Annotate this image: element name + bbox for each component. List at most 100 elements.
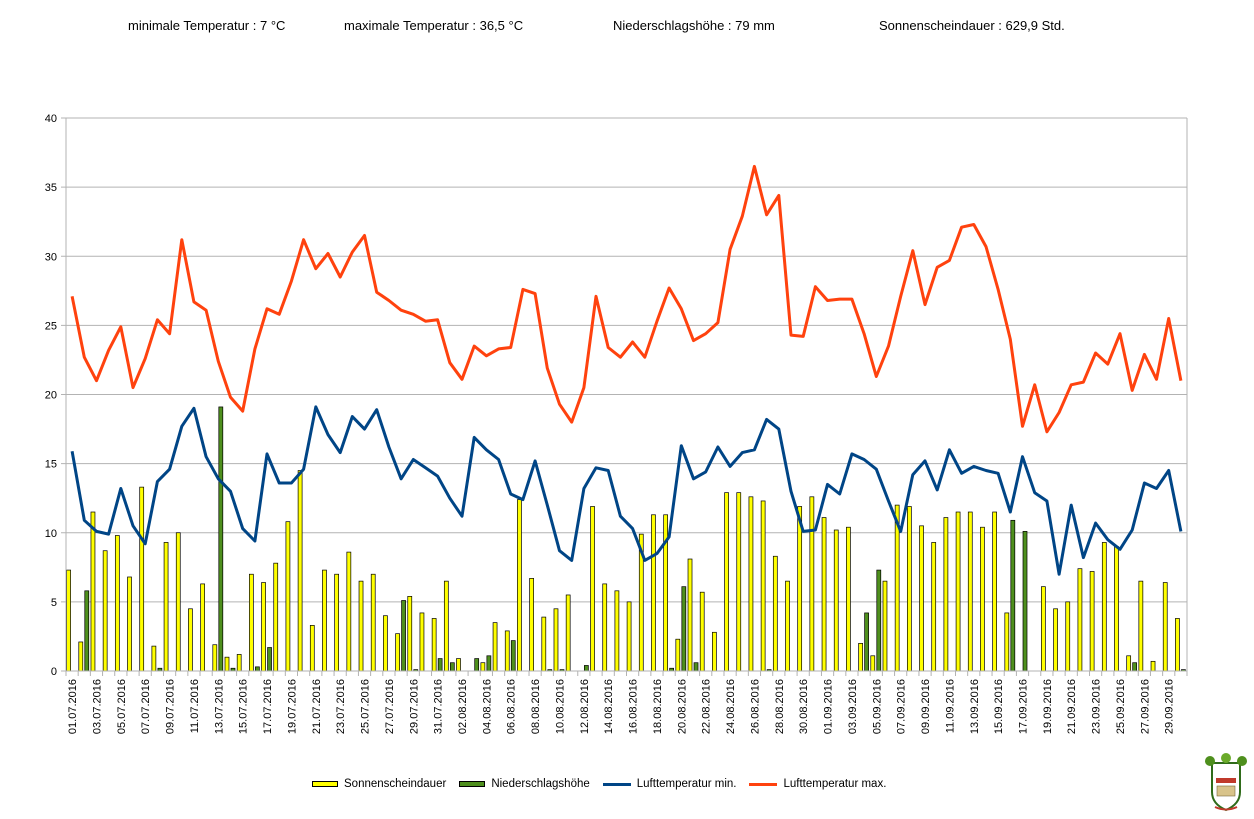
bar-sunshine — [675, 638, 681, 672]
line-temp-max — [70, 164, 1183, 434]
y-tick-label: 40 — [45, 113, 57, 125]
bar-sunshine — [66, 569, 71, 672]
bar-sunshine — [809, 496, 815, 672]
bar-precipitation — [401, 600, 406, 672]
bar-sunshine — [1065, 601, 1071, 672]
bar-sunshine — [322, 569, 327, 672]
bar-sunshine — [846, 526, 851, 672]
x-tick-label: 22.08.2016 — [701, 679, 713, 734]
bar-sunshine — [163, 542, 169, 672]
bar-sunshine — [261, 582, 266, 672]
bar-sunshine — [1041, 586, 1046, 672]
x-tick-label: 05.07.2016 — [116, 679, 128, 734]
legend-label-temp-min: Lufttemperatur min. — [636, 778, 737, 790]
x-tick-label: 27.07.2016 — [384, 679, 396, 734]
bar-sunshine — [200, 583, 205, 672]
bar-sunshine — [626, 601, 632, 672]
bar-precipitation — [681, 586, 687, 672]
bar-sunshine — [553, 608, 559, 672]
bar-sunshine — [529, 578, 534, 672]
bar-sunshine — [492, 622, 498, 672]
x-tick-label: 29.07.2016 — [408, 679, 420, 734]
y-tick-label: 35 — [45, 182, 57, 194]
x-tick-label: 17.09.2016 — [1018, 679, 1030, 734]
bar-sunshine — [480, 662, 486, 672]
x-tick-label: 26.08.2016 — [749, 679, 761, 734]
x-tick-label: 20.08.2016 — [676, 679, 688, 734]
legend-item-sunshine: Sonnenscheindauer — [312, 778, 446, 790]
bar-sunshine — [285, 521, 291, 672]
legend-label-temp-max: Lufttemperatur max. — [783, 778, 887, 790]
x-tick-label: 03.07.2016 — [91, 679, 103, 734]
bar-sunshine — [1175, 618, 1180, 672]
x-tick-label: 11.09.2016 — [944, 679, 956, 733]
bar-sunshine — [760, 500, 766, 672]
bar-sunshine — [431, 618, 437, 672]
bar-sunshine — [151, 645, 157, 672]
bar-sunshine — [236, 654, 242, 672]
bar-sunshine — [651, 514, 656, 672]
bar-sunshine — [273, 562, 279, 672]
y-tick-label: 15 — [45, 459, 57, 471]
bar-sunshine — [797, 506, 803, 672]
bar-sunshine — [967, 511, 973, 672]
bar-precipitation — [1132, 662, 1138, 672]
legend-label-precipitation: Niederschlagshöhe — [491, 778, 590, 790]
x-tick-label: 09.09.2016 — [920, 679, 932, 734]
x-tick-label: 01.09.2016 — [823, 679, 835, 734]
bar-sunshine — [358, 580, 364, 672]
bar-sunshine — [456, 658, 461, 672]
bar-sunshine — [297, 470, 303, 672]
bar-sunshine — [943, 517, 949, 672]
x-tick-label: 12.08.2016 — [579, 679, 591, 734]
summary-sunshine: Sonnenscheindauer : 629,9 Std. — [879, 18, 1065, 33]
y-tick-label: 10 — [45, 528, 57, 540]
bar-sunshine — [370, 573, 376, 672]
bar-sunshine — [188, 608, 193, 672]
line-temp-min — [70, 405, 1183, 576]
x-tick-label: 19.09.2016 — [1042, 679, 1054, 734]
x-tick-label: 18.08.2016 — [652, 679, 664, 734]
bar-sunshine — [955, 511, 961, 672]
bar-sunshine — [346, 551, 352, 672]
bar-sunshine — [212, 644, 218, 672]
legend-swatch-temp-min — [602, 782, 631, 786]
bar-precipitation — [510, 640, 516, 672]
bar-sunshine — [906, 506, 912, 672]
bar-sunshine — [833, 529, 839, 672]
x-tick-label: 27.09.2016 — [1139, 679, 1151, 734]
x-tick-label: 10.08.2016 — [554, 679, 566, 734]
x-tick-label: 02.08.2016 — [457, 679, 469, 734]
x-tick-label: 08.08.2016 — [530, 679, 542, 734]
bar-sunshine — [175, 532, 181, 672]
bar-precipitation — [437, 658, 443, 672]
club-logo — [1205, 753, 1247, 812]
x-tick-label: 29.09.2016 — [1164, 679, 1176, 734]
bar-sunshine — [443, 580, 449, 672]
bar-sunshine — [858, 642, 863, 672]
x-tick-label: 31.07.2016 — [433, 679, 445, 734]
bar-sunshine — [821, 517, 827, 672]
bar-sunshine — [687, 558, 693, 672]
bar-sunshine — [249, 573, 254, 672]
y-axis: 0 5 10 15 20 25 30 35 40 — [45, 113, 66, 678]
y-tick-label: 30 — [45, 251, 57, 263]
y-tick-label: 25 — [45, 320, 57, 332]
x-tick-label: 07.07.2016 — [140, 679, 152, 734]
legend-swatch-precipitation — [459, 781, 486, 787]
bar-sunshine — [90, 511, 96, 672]
bar-sunshine — [309, 625, 315, 672]
bar-sunshine — [407, 595, 413, 672]
x-tick-label: 25.07.2016 — [360, 679, 372, 734]
chart-legend: Sonnenscheindauer Niederschlagshöhe Luft… — [312, 778, 899, 790]
legend-item-temp-min: Lufttemperatur min. — [602, 778, 737, 790]
x-tick-label: 06.08.2016 — [506, 679, 518, 734]
bar-sunshine — [614, 590, 620, 672]
legend-swatch-sunshine — [312, 781, 338, 787]
chart-bars — [66, 406, 1186, 672]
chart-lines — [70, 164, 1183, 576]
bar-sunshine — [541, 616, 547, 672]
x-tick-label: 11.07.2016 — [189, 679, 201, 733]
bar-sunshine — [1089, 571, 1095, 672]
x-tick-label: 15.07.2016 — [238, 679, 250, 734]
